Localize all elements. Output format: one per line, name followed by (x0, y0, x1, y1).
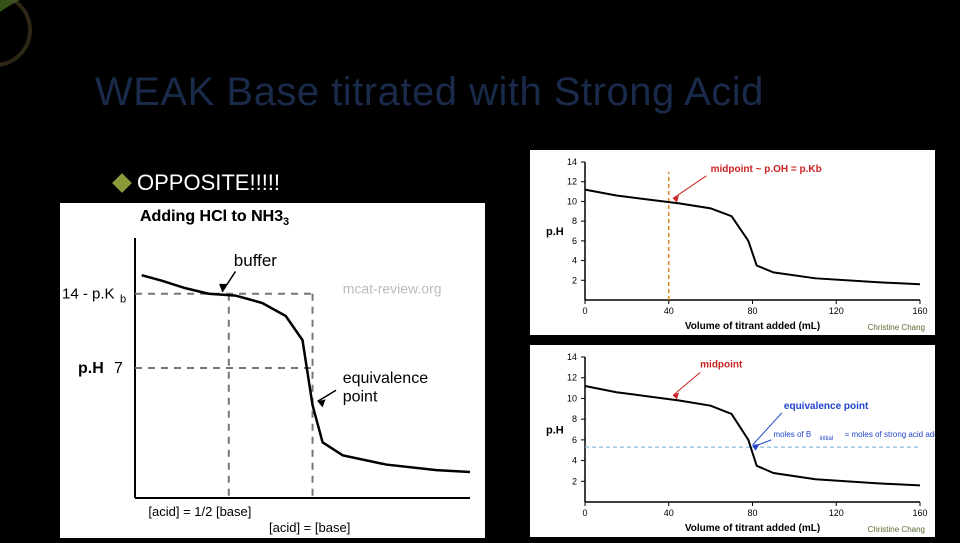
svg-text:Volume of titrant added (mL): Volume of titrant added (mL) (685, 523, 820, 534)
svg-text:equivalence point: equivalence point (784, 401, 869, 412)
svg-text:120: 120 (829, 508, 844, 518)
svg-text:8: 8 (572, 414, 577, 424)
svg-text:2: 2 (572, 476, 577, 486)
svg-text:0: 0 (582, 306, 587, 316)
svg-text:120: 120 (829, 306, 844, 316)
svg-text:point: point (343, 388, 378, 405)
chart-main-titration: Adding HCl to NH3Adding HCl to NH314 - p… (60, 203, 485, 538)
svg-text:6: 6 (572, 435, 577, 445)
svg-text:Volume of titrant added (mL): Volume of titrant added (mL) (685, 321, 820, 332)
svg-text:midpoint ~ p.OH = p.Kb: midpoint ~ p.OH = p.Kb (711, 164, 822, 175)
svg-text:14: 14 (567, 352, 577, 362)
svg-text:initial: initial (820, 436, 834, 442)
chart1-svg: Adding HCl to NH3Adding HCl to NH314 - p… (60, 203, 485, 538)
svg-text:= moles of strong acid added: = moles of strong acid added (845, 430, 935, 439)
svg-text:equivalence: equivalence (343, 370, 429, 387)
svg-text:4: 4 (572, 456, 577, 466)
svg-text:80: 80 (747, 306, 757, 316)
svg-text:10: 10 (567, 196, 577, 206)
svg-text:14 - p.K: 14 - p.K (62, 286, 115, 303)
svg-text:40: 40 (664, 508, 674, 518)
svg-text:[acid] = [base]: [acid] = [base] (269, 520, 350, 535)
svg-text:6: 6 (572, 236, 577, 246)
svg-text:[acid] = 1/2 [base]: [acid] = 1/2 [base] (148, 504, 251, 519)
svg-text:4: 4 (572, 256, 577, 266)
svg-text:160: 160 (912, 508, 927, 518)
svg-text:0: 0 (582, 508, 587, 518)
slide-title: WEAK Base titrated with Strong Acid (95, 70, 764, 115)
bullet-item: OPPOSITE!!!!! (115, 170, 280, 196)
svg-text:Christine Chang: Christine Chang (868, 525, 925, 534)
svg-text:10: 10 (567, 393, 577, 403)
bullet-text: OPPOSITE!!!!! (137, 170, 280, 196)
svg-text:p.H: p.H (78, 360, 104, 377)
svg-text:7: 7 (114, 360, 123, 377)
svg-text:Christine Chang: Christine Chang (868, 323, 925, 332)
svg-text:moles of B: moles of B (773, 430, 811, 439)
svg-text:80: 80 (747, 508, 757, 518)
svg-text:12: 12 (567, 177, 577, 187)
chart2-svg: 2 4 6 8 10 12 14 0 40 80 120 160 p.H Volume of titran… (530, 150, 935, 335)
chart-equivalence: 2 4 6 8 10 12 14 0 40 80 120 160 p.H Volume of titran… (530, 345, 935, 537)
svg-text:p.H: p.H (546, 425, 564, 437)
svg-text:p.H: p.H (546, 226, 564, 238)
svg-text:12: 12 (567, 373, 577, 383)
svg-text:Adding HCl to NH: Adding HCl to NH (140, 208, 274, 225)
svg-text:2: 2 (572, 275, 577, 285)
svg-text:160: 160 (912, 306, 927, 316)
svg-text:3: 3 (283, 216, 289, 228)
svg-text:buffer: buffer (234, 251, 278, 270)
svg-text:40: 40 (664, 306, 674, 316)
chart3-svg: 2 4 6 8 10 12 14 0 40 80 120 160 p.H Volume of titran… (530, 345, 935, 537)
svg-text:midpoint: midpoint (700, 359, 743, 370)
svg-text:14: 14 (567, 157, 577, 167)
bullet-diamond-icon (112, 173, 132, 193)
chart-midpoint: 2 4 6 8 10 12 14 0 40 80 120 160 p.H Volume of titran… (530, 150, 935, 335)
svg-text:b: b (120, 294, 126, 306)
svg-text:8: 8 (572, 216, 577, 226)
svg-text:mcat-review.org: mcat-review.org (343, 281, 442, 297)
